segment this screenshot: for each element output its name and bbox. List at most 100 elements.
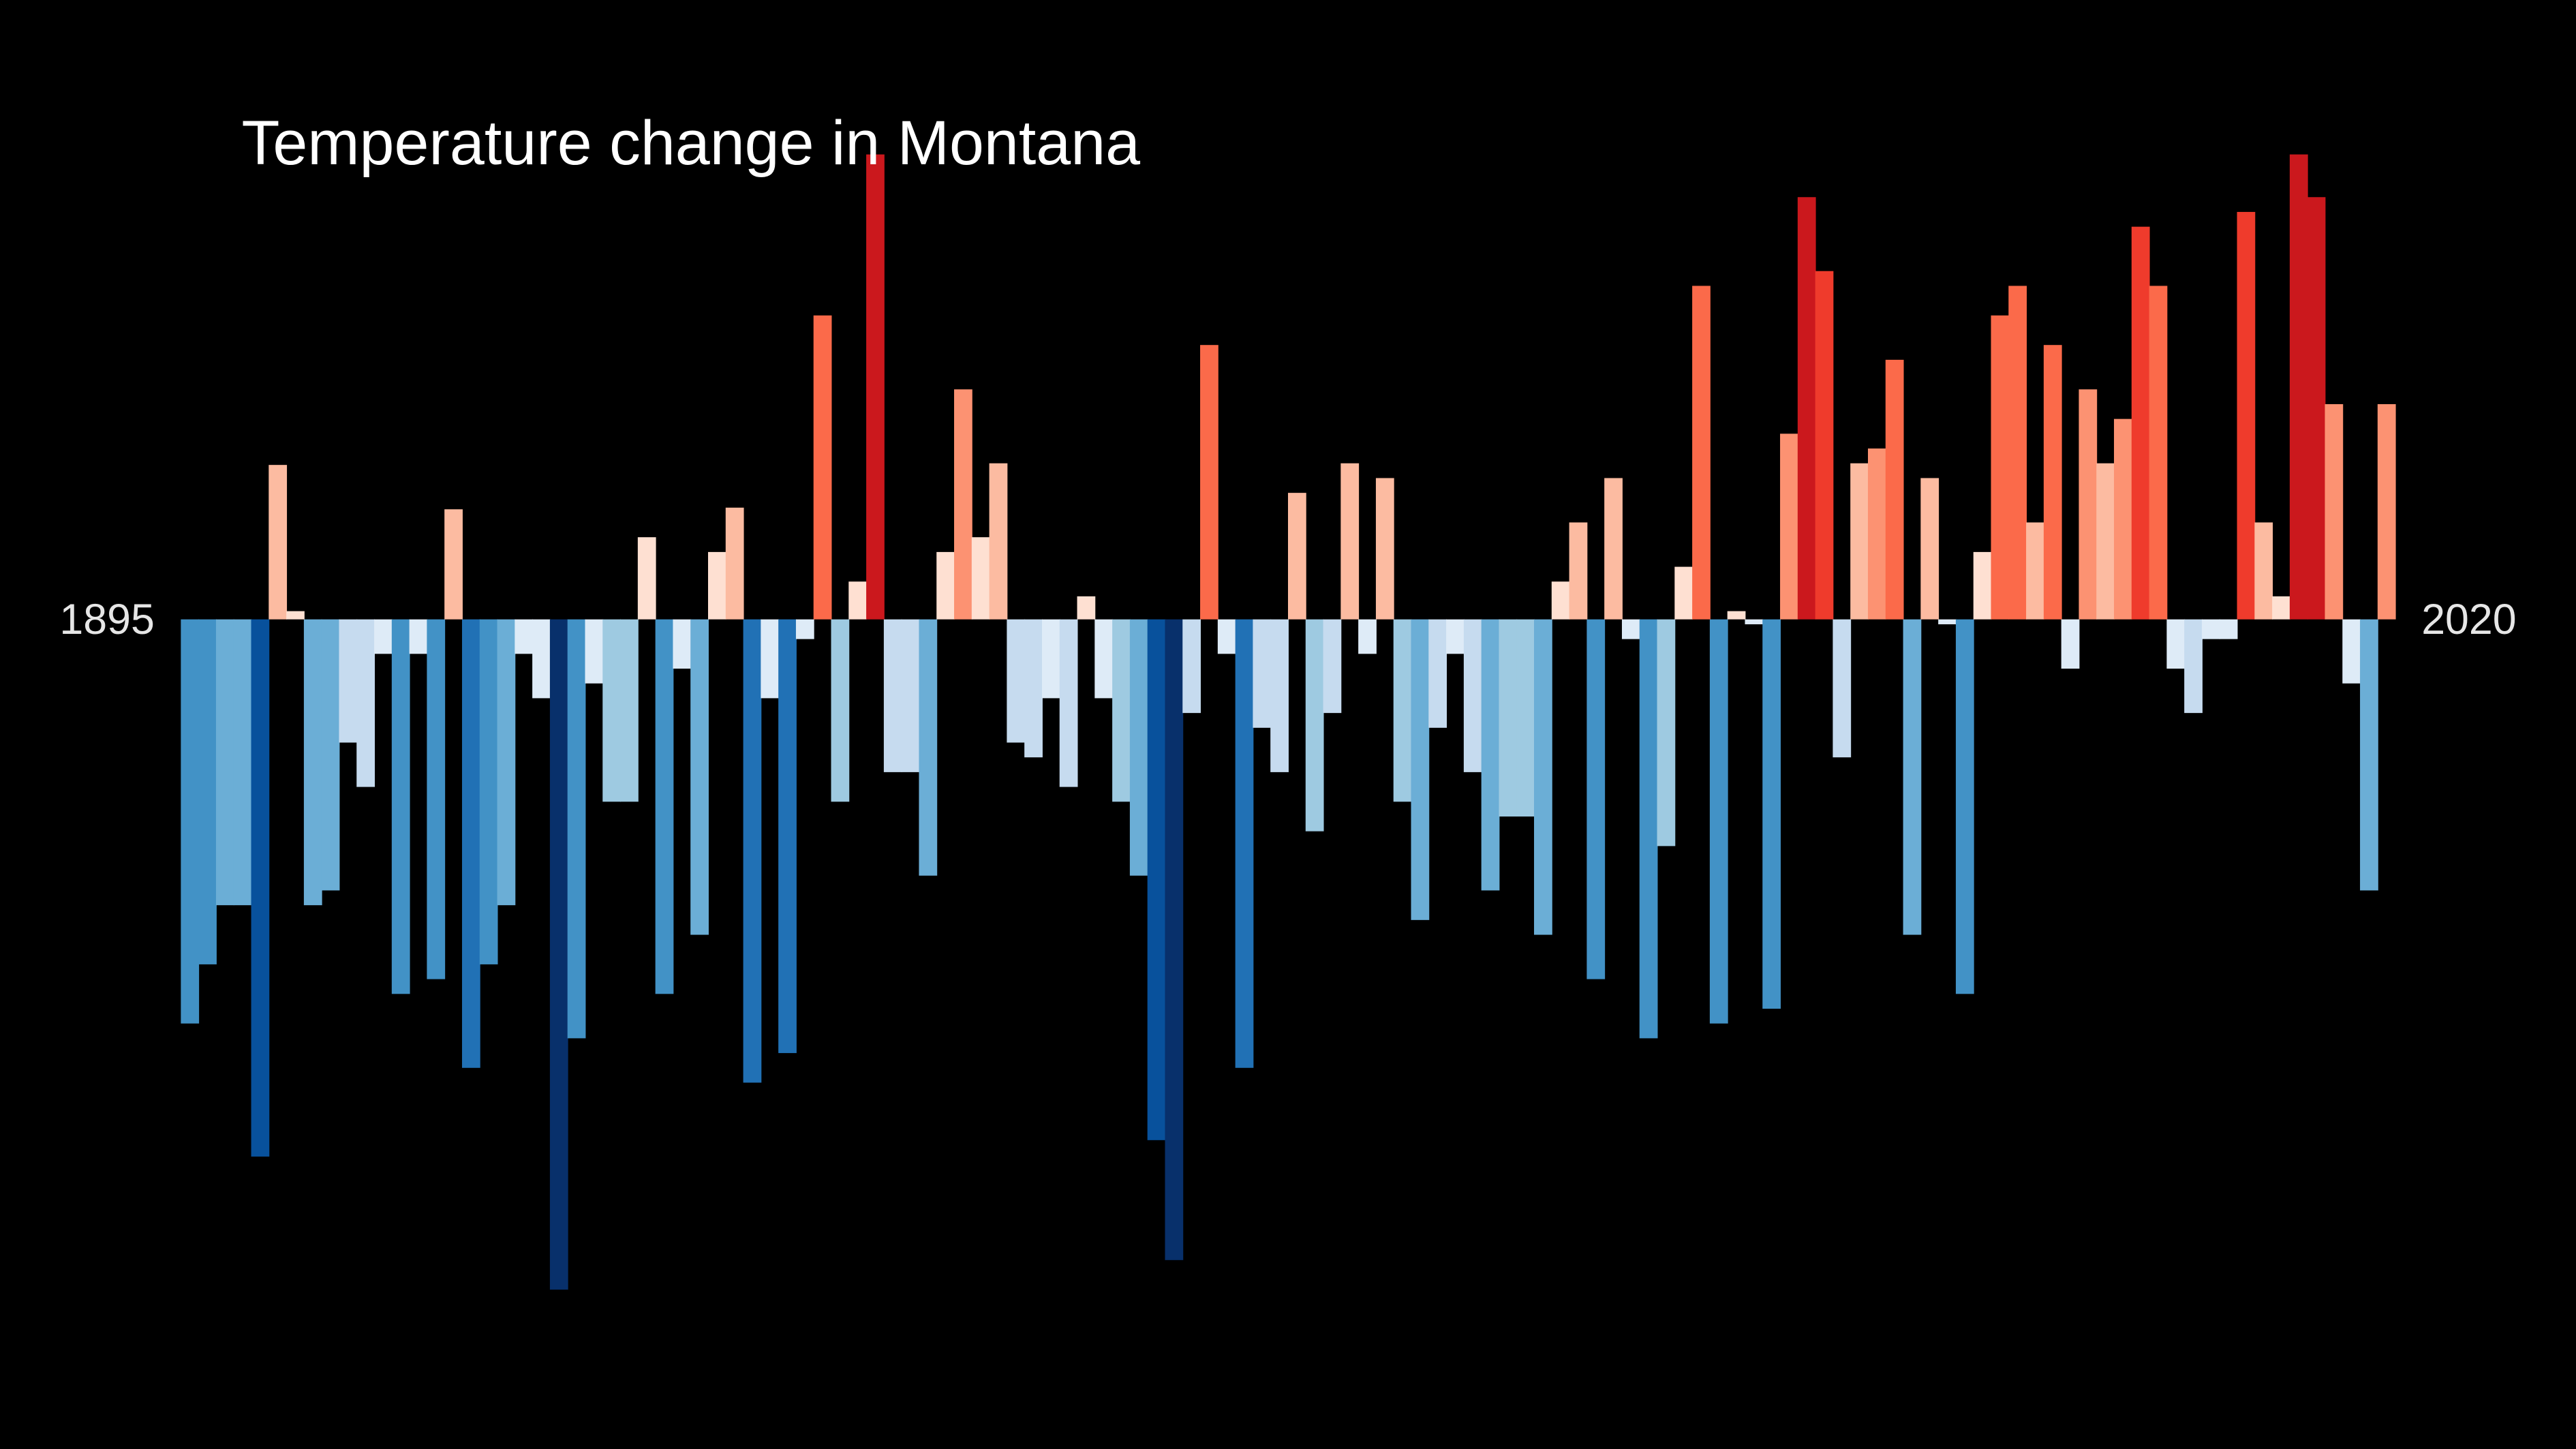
bar <box>2272 596 2290 620</box>
bar <box>2325 403 2344 620</box>
bar <box>1077 596 1096 620</box>
bar <box>1569 522 1588 620</box>
bar <box>2043 345 2062 620</box>
bar <box>391 619 410 994</box>
bars <box>181 154 2396 1290</box>
bar <box>409 619 428 654</box>
bar <box>1358 619 1377 654</box>
bar <box>2079 389 2098 620</box>
bar <box>198 619 217 964</box>
bar <box>181 619 200 1024</box>
bar <box>2219 619 2238 639</box>
bar <box>1340 463 1360 620</box>
bar <box>1920 478 1939 620</box>
bar <box>1200 345 1218 620</box>
bar <box>725 507 744 620</box>
bar <box>901 619 920 772</box>
bar <box>1147 619 1166 1140</box>
bar <box>971 537 990 620</box>
bar <box>2307 197 2326 620</box>
bar <box>1833 619 1852 758</box>
bar <box>1393 619 1412 802</box>
bar <box>1973 551 1992 620</box>
bar <box>1692 286 1711 620</box>
bar <box>356 619 375 787</box>
bar <box>215 619 234 906</box>
bar <box>866 154 885 620</box>
bar <box>2026 522 2044 620</box>
bar <box>251 619 270 1157</box>
bar <box>620 619 639 802</box>
bar <box>1885 359 1904 620</box>
bar <box>567 619 586 1039</box>
bar <box>1129 619 1148 876</box>
bar <box>655 619 674 994</box>
bar <box>1709 619 1728 1024</box>
bar <box>1639 619 1658 1039</box>
bar <box>303 619 322 906</box>
bar <box>2377 403 2396 620</box>
bar <box>339 619 358 743</box>
bar <box>848 581 868 620</box>
bar <box>936 551 955 620</box>
bar <box>1375 478 1394 620</box>
bar <box>1867 448 1886 620</box>
bar <box>1165 619 1184 1260</box>
bar <box>2008 286 2027 620</box>
bar <box>2360 619 2378 891</box>
bar <box>1745 619 1764 624</box>
bar <box>637 537 656 620</box>
bar <box>1235 619 1254 1068</box>
bar <box>673 619 692 669</box>
bar <box>1657 619 1676 846</box>
bar <box>1041 619 1060 699</box>
bar <box>1499 619 1518 817</box>
start-year-label: 1895 <box>59 596 154 643</box>
bar <box>1991 315 2010 620</box>
bar <box>1463 619 1482 772</box>
bar <box>1780 433 1798 620</box>
bar <box>2201 619 2220 639</box>
bar <box>269 465 288 620</box>
bar <box>1428 619 1447 728</box>
bar <box>2184 619 2203 714</box>
chart-title: Temperature change in Montana <box>242 108 1141 178</box>
bar <box>2237 211 2256 620</box>
bar <box>1938 619 1957 624</box>
bar <box>1516 619 1535 817</box>
bar <box>2114 418 2132 620</box>
bar <box>813 315 832 620</box>
bar <box>883 619 902 772</box>
bar <box>1024 619 1043 758</box>
bar <box>233 619 252 906</box>
bar <box>831 619 850 802</box>
bar <box>1305 619 1324 832</box>
bar <box>989 463 1008 620</box>
bar <box>690 619 709 935</box>
bar <box>1727 611 1746 620</box>
bar <box>1288 493 1306 620</box>
bar <box>374 619 393 654</box>
bar <box>585 619 604 684</box>
bar <box>1182 619 1201 714</box>
bar <box>954 389 972 620</box>
bar <box>286 611 305 620</box>
bar <box>427 619 446 979</box>
bar <box>778 619 797 1054</box>
bar <box>1797 197 1816 620</box>
bar <box>549 619 568 1290</box>
bar <box>1007 619 1026 743</box>
bar <box>1059 619 1078 787</box>
bar <box>2342 619 2361 684</box>
bar <box>1446 619 1465 654</box>
bar <box>2061 619 2080 669</box>
bar <box>1481 619 1500 891</box>
bar <box>2289 154 2308 620</box>
bar <box>1253 619 1272 728</box>
bar <box>1815 271 1834 620</box>
bar <box>1621 619 1640 639</box>
bar <box>1955 619 1974 994</box>
bar <box>743 619 762 1083</box>
bar <box>1534 619 1552 935</box>
bar <box>479 619 498 964</box>
